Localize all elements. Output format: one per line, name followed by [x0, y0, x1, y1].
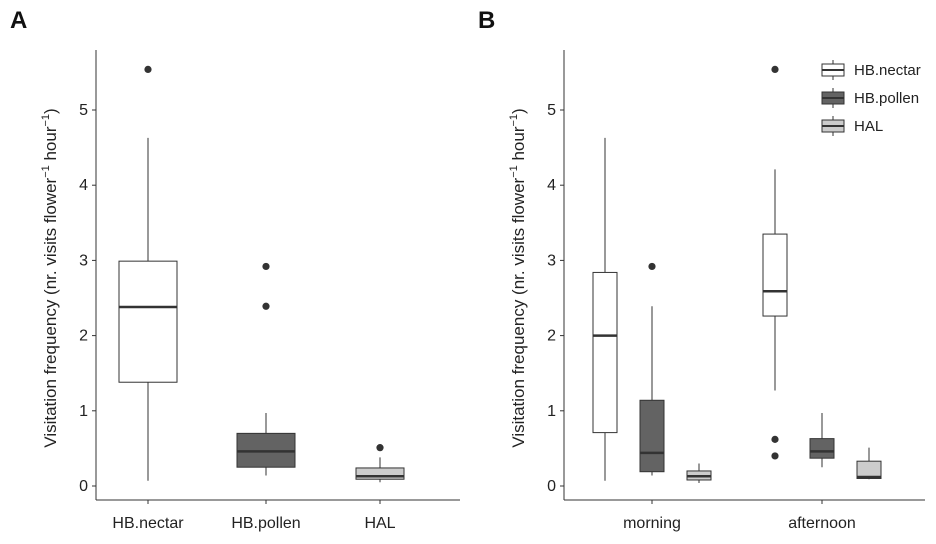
panel-b-y-axis-title: Visitation frequency (nr. visits flower−… [508, 108, 528, 447]
box-hb-pollen-morning-outlier [648, 262, 656, 271]
box-hb-nectar-afternoon-box [762, 233, 788, 317]
box-hb-pollen-afternoon-box [809, 438, 835, 459]
box-hal-box [355, 467, 405, 480]
panel-a: A Visitation frequency (nr. visits flowe… [10, 7, 460, 532]
panel-a-label: A [10, 7, 27, 34]
y-tick-label: 1 [547, 403, 556, 420]
box-hb-nectar-outlier [144, 65, 152, 73]
box-hb-nectar-box [118, 260, 178, 383]
legend-label: HB.nectar [854, 62, 921, 79]
y-tick-label: 4 [79, 177, 88, 194]
x-tick-label: morning [623, 515, 681, 532]
box-hal-afternoon-box [856, 460, 882, 479]
panel-a-y-axis-title: Visitation frequency (nr. visits flower−… [40, 108, 60, 447]
y-tick-label: 5 [547, 102, 556, 119]
y-tick-label: 2 [547, 328, 556, 345]
box-hb-pollen-outlier [262, 262, 270, 271]
y-tick-label: 5 [79, 102, 88, 119]
legend: HB.nectar HB.pollen HAL [821, 60, 921, 136]
legend-label: HB.pollen [854, 90, 919, 107]
panel-b-marks [592, 65, 882, 483]
x-tick-label: afternoon [788, 515, 856, 532]
panel-b-label: B [478, 7, 495, 34]
legend-label: HAL [854, 118, 883, 135]
box-hb-nectar-afternoon-outlier [771, 65, 779, 73]
y-tick-label: 3 [547, 252, 556, 269]
x-tick-label: HB.pollen [231, 515, 300, 532]
y-tick-label: 3 [79, 252, 88, 269]
y-tick-label: 4 [547, 177, 556, 194]
box-hb-nectar-afternoon-outlier [771, 435, 779, 443]
box-hb-pollen-outlier [262, 302, 270, 310]
box-hb-nectar-afternoon-outlier [771, 452, 779, 460]
y-tick-label: 2 [79, 328, 88, 345]
box-hb-nectar-morning-box [592, 271, 618, 434]
panel-b: B Visitation frequency (nr. visits flowe… [478, 7, 925, 532]
panel-b-axes: 0 1 2 3 4 5 morning afternoon [547, 50, 925, 532]
box-hal-outlier [376, 444, 384, 452]
x-tick-label: HAL [364, 515, 395, 532]
y-tick-label: 0 [79, 478, 88, 495]
x-tick-label: HB.nectar [112, 515, 184, 532]
y-tick-label: 0 [547, 478, 556, 495]
y-tick-label: 1 [79, 403, 88, 420]
box-hb-pollen-morning-box [639, 399, 665, 473]
panel-a-axes: 0 1 2 3 4 5 HB.nectar HB.pollen HAL [79, 50, 460, 532]
panel-a-marks [118, 65, 405, 483]
